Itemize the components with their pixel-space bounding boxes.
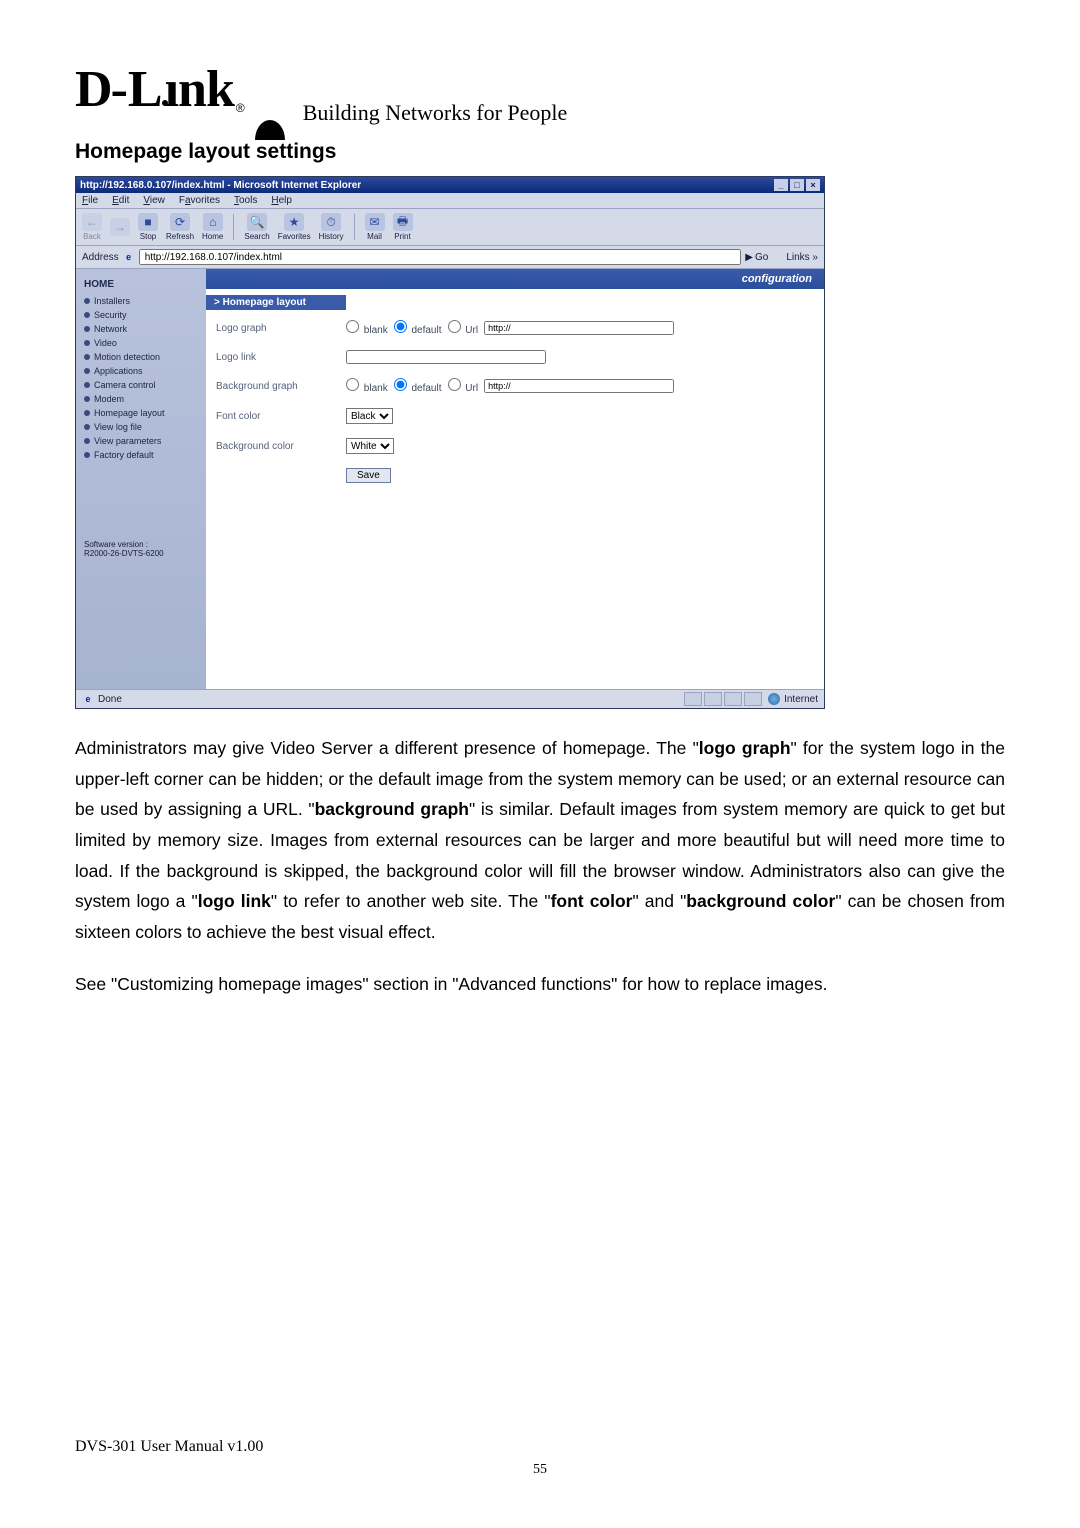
select-font-color[interactable]: Black — [346, 408, 393, 424]
sidebar-item[interactable]: View log file — [84, 422, 198, 432]
close-icon[interactable]: × — [806, 179, 820, 191]
ie-titlebar-text: http://192.168.0.107/index.html - Micros… — [80, 180, 361, 191]
page-title: Homepage layout settings — [75, 140, 1005, 164]
sidebar-item[interactable]: Motion detection — [84, 352, 198, 362]
input-logo-url[interactable] — [484, 321, 674, 335]
sidebar-item[interactable]: Factory default — [84, 450, 198, 460]
minimize-icon[interactable]: _ — [774, 179, 788, 191]
sidebar-list: Installers Security Network Video Motion det… — [84, 296, 198, 460]
sidebar-item[interactable]: View parameters — [84, 436, 198, 446]
status-internet-label: Internet — [784, 694, 818, 705]
software-version: Software version :R2000-26-DVTS-6200 — [84, 540, 164, 559]
menu-favorites[interactable]: Favorites — [179, 195, 220, 206]
go-button[interactable]: ▶ Go — [745, 252, 768, 263]
sidebar-item[interactable]: Modem — [84, 394, 198, 404]
ie-content: HOME Installers Security Network Video Motio… — [76, 269, 824, 689]
ie-toolbar: ←Back → ■Stop ⟳Refresh ⌂Home 🔍Search ★Favorite… — [76, 209, 824, 246]
sidebar-item[interactable]: Camera control — [84, 380, 198, 390]
radio-bg-blank[interactable]: blank — [346, 378, 388, 394]
input-logo-link[interactable] — [346, 350, 546, 364]
toolbar-stop[interactable]: ■Stop — [138, 213, 158, 241]
row-font-color: Font color Black — [216, 408, 824, 424]
toolbar-favorites[interactable]: ★Favorites — [278, 213, 311, 241]
menu-view[interactable]: View — [143, 195, 165, 206]
address-label: Address — [82, 252, 119, 263]
page-footer: DVS-301 User Manual v1.00 55 — [75, 1438, 1005, 1478]
label-bg-graph: Background graph — [216, 381, 326, 392]
row-bg-graph: Background graph blank default Url — [216, 378, 824, 394]
status-cells — [684, 692, 762, 706]
swoosh-icon — [255, 120, 285, 140]
sidebar-item[interactable]: Applications — [84, 366, 198, 376]
ie-window: http://192.168.0.107/index.html - Micros… — [75, 176, 825, 709]
label-logo-link: Logo link — [216, 352, 326, 363]
ie-icon: e — [123, 251, 135, 263]
sidebar-home[interactable]: HOME — [84, 279, 198, 290]
links-label[interactable]: Links » — [786, 252, 818, 263]
save-button[interactable]: Save — [346, 468, 391, 483]
footer-note: DVS-301 User Manual v1.00 — [75, 1438, 1005, 1456]
address-input[interactable] — [139, 249, 742, 265]
sidebar-item[interactable]: Installers — [84, 296, 198, 306]
row-bg-color: Background color White — [216, 438, 824, 454]
paragraph-2: See "Customizing homepage images" sectio… — [75, 969, 1005, 1000]
config-sidebar: HOME Installers Security Network Video Motio… — [76, 269, 206, 689]
page-number: 55 — [75, 1462, 1005, 1478]
toolbar-history[interactable]: ⏱History — [319, 213, 344, 241]
row-logo-graph: Logo graph blank default Url — [216, 320, 824, 336]
label-logo-graph: Logo graph — [216, 323, 326, 334]
radio-logo-url[interactable]: Url — [448, 320, 479, 336]
toolbar-btn[interactable]: → — [110, 218, 130, 237]
ie-address-bar: Address e ▶ Go Links » — [76, 246, 824, 269]
window-controls: _ □ × — [774, 179, 820, 191]
config-main: configuration > Homepage layout Logo gra… — [206, 269, 824, 689]
sidebar-item[interactable]: Security — [84, 310, 198, 320]
radio-logo-blank[interactable]: blank — [346, 320, 388, 336]
ie-titlebar: http://192.168.0.107/index.html - Micros… — [76, 177, 824, 193]
go-label: Go — [755, 252, 768, 263]
toolbar-back[interactable]: ←Back — [82, 213, 102, 241]
menu-file[interactable]: File — [82, 195, 98, 206]
toolbar-print[interactable]: 🖶Print — [393, 213, 413, 241]
toolbar-refresh[interactable]: ⟳Refresh — [166, 213, 194, 241]
brand-header: D-Lınk® Building Networks for People — [75, 60, 1005, 134]
menu-tools[interactable]: Tools — [234, 195, 257, 206]
status-internet: Internet — [768, 693, 818, 705]
dlink-logo: D-Lınk® — [75, 60, 243, 134]
paragraph-1: Administrators may give Video Server a d… — [75, 733, 1005, 947]
sidebar-item[interactable]: Homepage layout — [84, 408, 198, 418]
config-section-bar: > Homepage layout — [206, 295, 346, 310]
brand-tagline: Building Networks for People — [303, 100, 568, 126]
config-banner: configuration — [206, 269, 824, 289]
config-form: Logo graph blank default Url Logo link — [216, 320, 824, 483]
input-bg-url[interactable] — [484, 379, 674, 393]
select-bg-color[interactable]: White — [346, 438, 394, 454]
toolbar-home[interactable]: ⌂Home — [202, 213, 223, 241]
menu-edit[interactable]: Edit — [112, 195, 129, 206]
ie-status-icon: e — [82, 693, 94, 705]
sidebar-item[interactable]: Network — [84, 324, 198, 334]
globe-icon — [768, 693, 780, 705]
ie-statusbar: e Done Internet — [76, 689, 824, 708]
ie-menubar: File Edit View Favorites Tools Help — [76, 193, 824, 209]
toolbar-search[interactable]: 🔍Search — [244, 213, 269, 241]
sidebar-item[interactable]: Video — [84, 338, 198, 348]
radio-logo-default[interactable]: default — [394, 320, 442, 336]
label-font-color: Font color — [216, 411, 326, 422]
row-logo-link: Logo link — [216, 350, 824, 364]
toolbar-mail[interactable]: ✉Mail — [365, 213, 385, 241]
radio-bg-url[interactable]: Url — [448, 378, 479, 394]
status-done: Done — [98, 694, 122, 705]
label-bg-color: Background color — [216, 441, 326, 452]
radio-bg-default[interactable]: default — [394, 378, 442, 394]
maximize-icon[interactable]: □ — [790, 179, 804, 191]
menu-help[interactable]: Help — [271, 195, 292, 206]
